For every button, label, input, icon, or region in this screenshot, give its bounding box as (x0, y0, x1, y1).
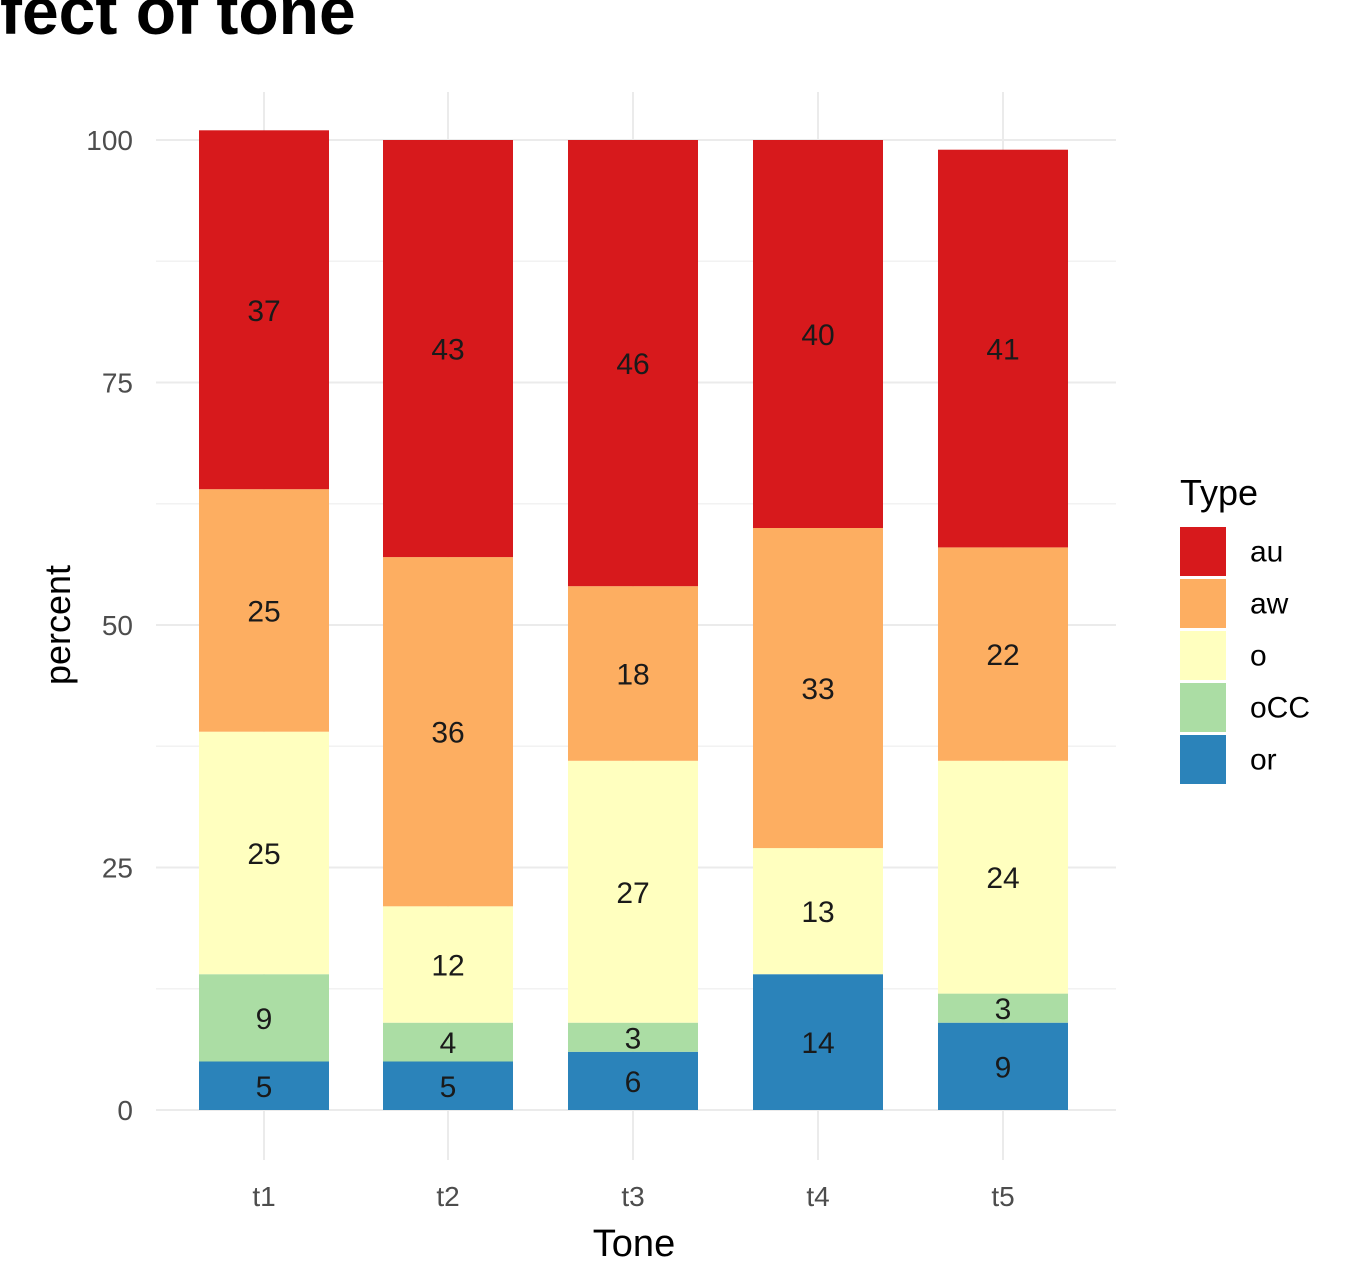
data-label-o-t3: 27 (616, 877, 649, 910)
bar-segment-o-t4 (753, 848, 883, 975)
bar-segment-or-t2 (383, 1061, 513, 1110)
y-tick-label: 100 (86, 125, 133, 156)
bar-segment-or-t4 (753, 974, 883, 1110)
bar-segment-aw-t4 (753, 528, 883, 849)
legend: au aw o oCC or (1180, 527, 1310, 784)
data-label-o-t1: 25 (247, 838, 280, 871)
data-label-or-t5: 9 (995, 1051, 1012, 1084)
data-label-o-t4: 13 (801, 896, 834, 929)
legend-key-o (1180, 631, 1226, 680)
y-tick-label: 75 (102, 368, 133, 399)
data-label-or-t3: 6 (625, 1066, 642, 1099)
bar-segment-or-t1 (199, 1061, 329, 1110)
legend-label-aw: aw (1250, 588, 1289, 621)
x-tick-label-t4: t4 (806, 1181, 829, 1212)
legend-label-o: o (1250, 640, 1267, 673)
legend-title: Type (1180, 472, 1258, 513)
data-label-o-t5: 24 (986, 862, 1019, 895)
x-tick-label-t2: t2 (436, 1181, 459, 1212)
bars (199, 130, 1068, 1110)
data-label-aw-t4: 33 (801, 673, 834, 706)
data-label-oCC-t1: 9 (256, 1003, 273, 1036)
y-tick-label: 0 (117, 1095, 133, 1126)
legend-key-oCC (1180, 683, 1226, 732)
data-label-or-t4: 14 (801, 1027, 834, 1060)
y-tick-label: 50 (102, 610, 133, 641)
y-axis-title: percent (37, 565, 78, 685)
bar-segment-au-t5 (938, 149, 1068, 548)
legend-label-oCC: oCC (1250, 692, 1310, 725)
bar-segment-oCC-t5 (938, 993, 1068, 1023)
bar-segment-oCC-t1 (199, 974, 329, 1062)
legend-key-or (1180, 735, 1226, 784)
data-label-au-t3: 46 (616, 348, 649, 381)
bar-segment-or-t5 (938, 1022, 1068, 1110)
data-labels: 5 9 25 25 37 5 4 12 36 43 6 3 27 18 46 14 13 33 40 9 3 24 22 41 (247, 295, 1019, 1104)
data-label-aw-t5: 22 (986, 639, 1019, 672)
bar-segment-aw-t3 (568, 586, 698, 761)
bar-segment-o-t3 (568, 760, 698, 1023)
bar-segment-oCC-t3 (568, 1022, 698, 1052)
bar-segment-aw-t1 (199, 489, 329, 732)
bar-segment-or-t3 (568, 1051, 698, 1110)
legend-label-or: or (1250, 744, 1277, 777)
bar-segment-au-t1 (199, 130, 329, 490)
axes: 0 25 50 75 100 t1 t2 t3 t4 t5 (86, 125, 1014, 1212)
data-label-or-t2: 5 (440, 1071, 457, 1104)
legend-key-aw (1180, 579, 1226, 628)
bar-segment-aw-t2 (383, 557, 513, 907)
bar-segment-au-t3 (568, 140, 698, 587)
y-tick-label: 25 (102, 853, 133, 884)
bar-segment-au-t2 (383, 140, 513, 558)
data-label-oCC-t2: 4 (440, 1027, 457, 1060)
data-label-oCC-t5: 3 (995, 993, 1012, 1026)
x-axis-title: Tone (593, 1223, 675, 1265)
chart-title: fect of tone (0, 0, 356, 48)
data-label-aw-t3: 18 (616, 659, 649, 692)
data-label-aw-t1: 25 (247, 595, 280, 628)
data-label-au-t1: 37 (247, 295, 280, 328)
bar-segment-oCC-t2 (383, 1022, 513, 1062)
data-label-au-t4: 40 (801, 319, 834, 352)
x-tick-label-t5: t5 (991, 1181, 1014, 1212)
bar-segment-o-t1 (199, 731, 329, 975)
data-label-or-t1: 5 (256, 1071, 273, 1104)
legend-label-au: au (1250, 536, 1283, 569)
bar-segment-au-t4 (753, 140, 883, 528)
x-tick-label-t1: t1 (252, 1181, 275, 1212)
data-label-oCC-t3: 3 (625, 1022, 642, 1055)
data-label-au-t2: 43 (431, 334, 464, 367)
bar-segment-o-t2 (383, 906, 513, 1023)
data-label-o-t2: 12 (431, 950, 464, 983)
bar-segment-o-t5 (938, 760, 1068, 994)
data-label-au-t5: 41 (986, 334, 1019, 367)
bar-segment-aw-t5 (938, 547, 1068, 761)
data-label-aw-t2: 36 (431, 717, 464, 750)
x-tick-label-t3: t3 (621, 1181, 644, 1212)
legend-key-au (1180, 527, 1226, 576)
